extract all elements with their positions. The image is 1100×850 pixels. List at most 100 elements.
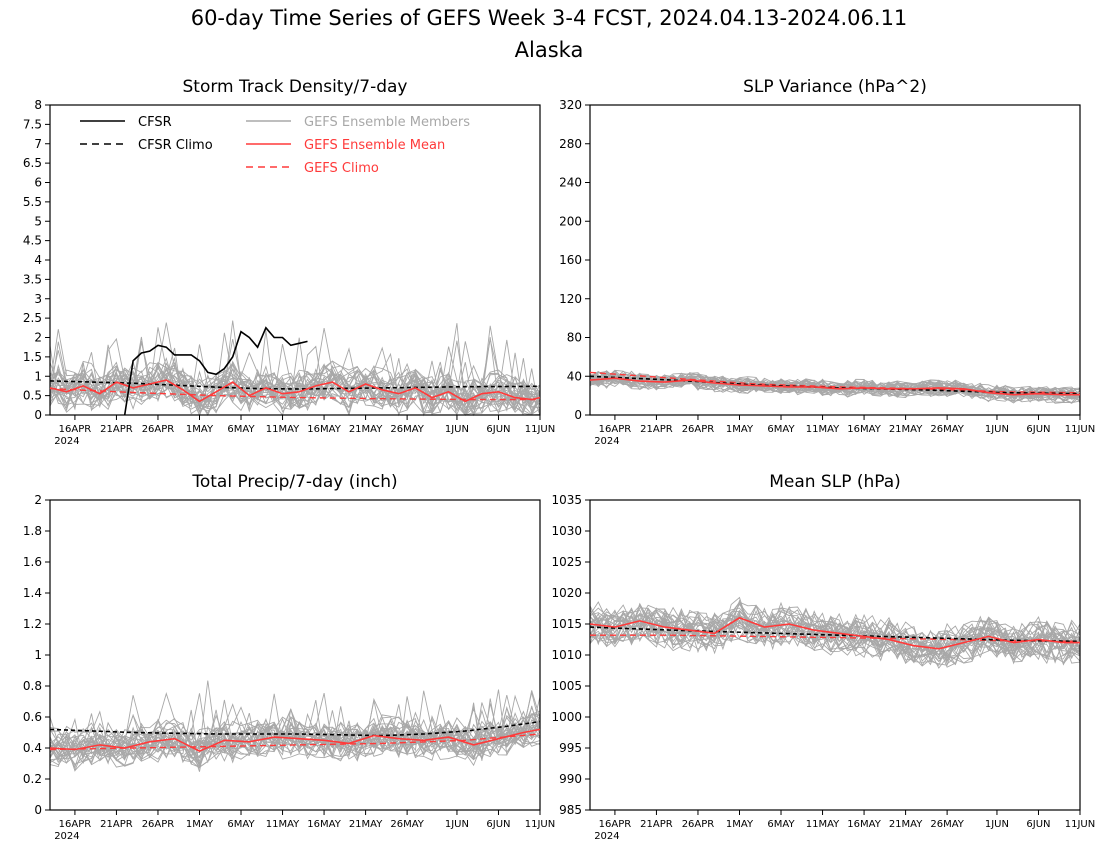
x-tick-label: 11MAY <box>806 424 840 435</box>
y-tick-label: 280 <box>559 137 582 151</box>
x-tick-label: 11JUN <box>1065 819 1095 830</box>
y-tick-label: 240 <box>559 176 582 190</box>
series-cfsr-climo <box>589 375 1081 395</box>
x-tick-label: 21APR <box>100 424 133 435</box>
chart-panel-1: Storm Track Density/7-day 0 0.5 1 1.5 2 2.5 3 3.… <box>23 77 555 447</box>
x-tick-label: 1JUN <box>445 424 469 435</box>
x-tick-label: 26APR <box>682 424 715 435</box>
x-tick-label: 21APR <box>100 819 133 830</box>
x-tick-label: 6JUN <box>486 424 510 435</box>
legend-label-gefs_climo: GEFS Climo <box>304 161 379 176</box>
y-tick-label: 0.8 <box>23 679 42 693</box>
y-tick-label: 160 <box>559 253 582 267</box>
x-tick-label: 16MAY <box>847 424 881 435</box>
y-tick-label: 1020 <box>551 586 582 600</box>
y-tick-label: 0.6 <box>23 710 42 724</box>
x-tick-label: 16APR <box>599 819 632 830</box>
x-tick-label: 16APR <box>599 424 632 435</box>
x-tick-label: 21MAY <box>349 819 383 830</box>
x-tick-label: 6MAY <box>767 424 795 435</box>
x-tick-label: 26MAY <box>390 424 424 435</box>
x-tick-label: 11MAY <box>806 819 840 830</box>
series-gefs-ensemble-mean <box>49 379 541 403</box>
y-tick-label: 2 <box>34 493 42 507</box>
y-tick-label: 995 <box>559 741 582 755</box>
series-cfsr-climo <box>49 380 541 390</box>
ensemble-member-line <box>49 358 541 415</box>
y-tick-label: 6 <box>34 176 42 190</box>
series-gefs-ensemble-mean <box>589 616 1080 650</box>
ensemble-member-line <box>49 337 541 413</box>
y-tick-label: 1.6 <box>23 555 42 569</box>
ensemble-member-line <box>49 716 541 765</box>
y-tick-label: 985 <box>559 803 582 817</box>
y-tick-label: 6.5 <box>23 156 42 170</box>
x-tick-label: 16MAY <box>307 819 341 830</box>
y-tick-label: 1035 <box>551 493 582 507</box>
y-tick-label: 5.5 <box>23 195 42 209</box>
figure-subtitle: Alaska <box>515 38 584 62</box>
plot-frame <box>49 499 541 811</box>
y-tick-label: 320 <box>559 98 582 112</box>
chart-panel-2: SLP Variance (hPa^2) 0 40 80 120 160 200 240 280… <box>559 77 1095 447</box>
y-tick-label: 1 <box>34 369 42 383</box>
x-tick-label: 6JUN <box>1026 424 1050 435</box>
y-tick-label: 4.5 <box>23 234 42 248</box>
ensemble-member-line <box>589 607 1081 658</box>
ensemble-member-line <box>49 693 541 768</box>
series-gefs-ensemble-mean <box>49 728 541 752</box>
y-tick-label: 7 <box>34 137 42 151</box>
plot-frame <box>589 104 1081 416</box>
ensemble-member-line <box>49 694 541 763</box>
legend-label-cfsr_climo: CFSR Climo <box>138 138 213 153</box>
panel-title: Total Precip/7-day (inch) <box>191 472 397 492</box>
x-tick-label: 26APR <box>142 819 175 830</box>
x-tick-label: 26MAY <box>930 819 964 830</box>
series-gefs-climo <box>49 387 540 401</box>
y-tick-label: 3 <box>34 292 42 306</box>
legend-label-ens_mean: GEFS Ensemble Mean <box>304 138 445 153</box>
y-tick-label: 200 <box>559 214 582 228</box>
x-tick-label: 16MAY <box>847 819 881 830</box>
x-tick-label: 11JUN <box>1065 424 1095 435</box>
y-tick-label: 1.5 <box>23 350 42 364</box>
y-tick-label: 990 <box>559 772 582 786</box>
y-tick-label: 1000 <box>551 710 582 724</box>
y-tick-label: 0.2 <box>23 772 42 786</box>
ensemble-member-line <box>589 611 1081 664</box>
ensemble-member-line <box>49 320 541 404</box>
series-cfsr <box>123 326 308 416</box>
panel-title: SLP Variance (hPa^2) <box>743 77 927 97</box>
x-tick-label: 11MAY <box>266 424 300 435</box>
y-tick-label: 1.4 <box>23 586 42 600</box>
y-tick-label: 1.8 <box>23 524 42 538</box>
x-tick-label: 11MAY <box>266 819 300 830</box>
x-tick-label: 1MAY <box>726 424 754 435</box>
x-tick-label: 6MAY <box>227 819 255 830</box>
x-tick-label: 21MAY <box>349 424 383 435</box>
legend: CFSR CFSR Climo GEFS Ensemble Members GEFS … <box>80 115 470 176</box>
x-year-label: 2024 <box>594 436 619 447</box>
x-tick-label: 16APR <box>59 424 92 435</box>
x-tick-label: 6MAY <box>227 424 255 435</box>
y-tick-label: 1025 <box>551 555 582 569</box>
ensemble-members <box>49 680 541 772</box>
ensemble-members <box>589 369 1081 404</box>
series-gefs-climo <box>49 733 541 751</box>
x-tick-label: 21APR <box>640 424 673 435</box>
y-tick-label: 1010 <box>551 648 582 662</box>
x-tick-label: 21MAY <box>889 819 923 830</box>
y-tick-label: 2 <box>34 331 42 345</box>
x-tick-label: 26MAY <box>930 424 964 435</box>
x-tick-label: 11JUN <box>525 819 555 830</box>
x-tick-label: 26APR <box>142 424 175 435</box>
y-tick-label: 1005 <box>551 679 582 693</box>
y-tick-label: 2.5 <box>23 311 42 325</box>
x-tick-label: 1MAY <box>726 819 754 830</box>
y-tick-label: 1.2 <box>23 617 42 631</box>
y-tick-label: 1015 <box>551 617 582 631</box>
x-year-label: 2024 <box>54 831 79 842</box>
y-tick-label: 0.4 <box>23 741 42 755</box>
x-tick-label: 16MAY <box>307 424 341 435</box>
